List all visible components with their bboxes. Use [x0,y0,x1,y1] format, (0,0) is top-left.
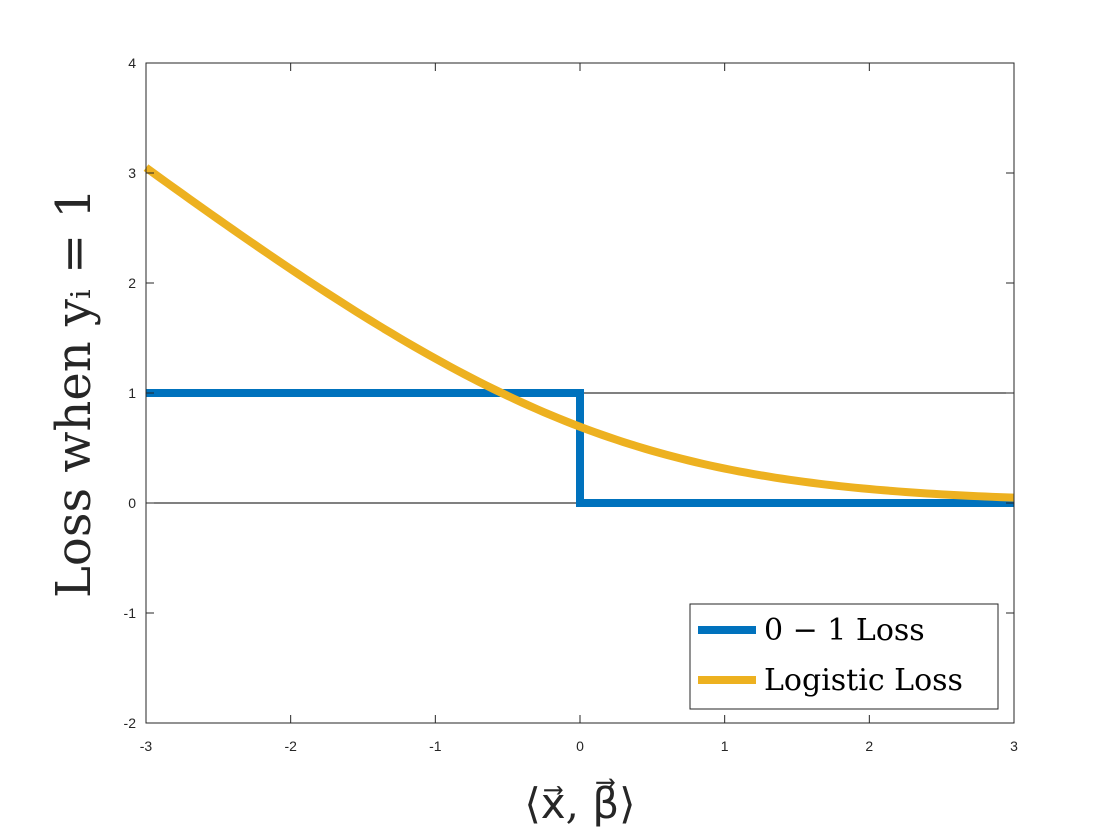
x-tick-label: 1 [721,738,729,754]
x-tick-label: -2 [284,738,297,754]
x-tick-label: 3 [1010,738,1018,754]
y-axis-label: Loss when yᵢ = 1 [46,188,102,598]
legend: 0 − 1 Loss Logistic Loss [689,603,999,710]
y-tick-label: -1 [124,605,137,621]
legend-label-logistic-loss: Logistic Loss [764,663,963,698]
x-tick-label: 2 [865,738,873,754]
y-tick-label: 0 [128,495,136,511]
legend-box [689,603,999,710]
y-tick-label: -2 [124,715,137,731]
series-layer [143,164,1015,507]
x-tick-label: 0 [576,738,584,754]
y-tick-label: 2 [128,275,136,291]
y-tick-label: 3 [128,165,136,181]
series-line-0 [146,389,1014,507]
y-tick-label: 1 [128,385,136,401]
x-tick-label: -3 [140,738,153,754]
x-tick-label: -1 [429,738,442,754]
y-tick-label: 4 [128,55,136,71]
x-axis-label: ⟨x⃗, β⃗⟩ [524,778,635,828]
legend-label-zero-one-loss: 0 − 1 Loss [764,613,925,648]
series-line-1 [143,164,1015,502]
